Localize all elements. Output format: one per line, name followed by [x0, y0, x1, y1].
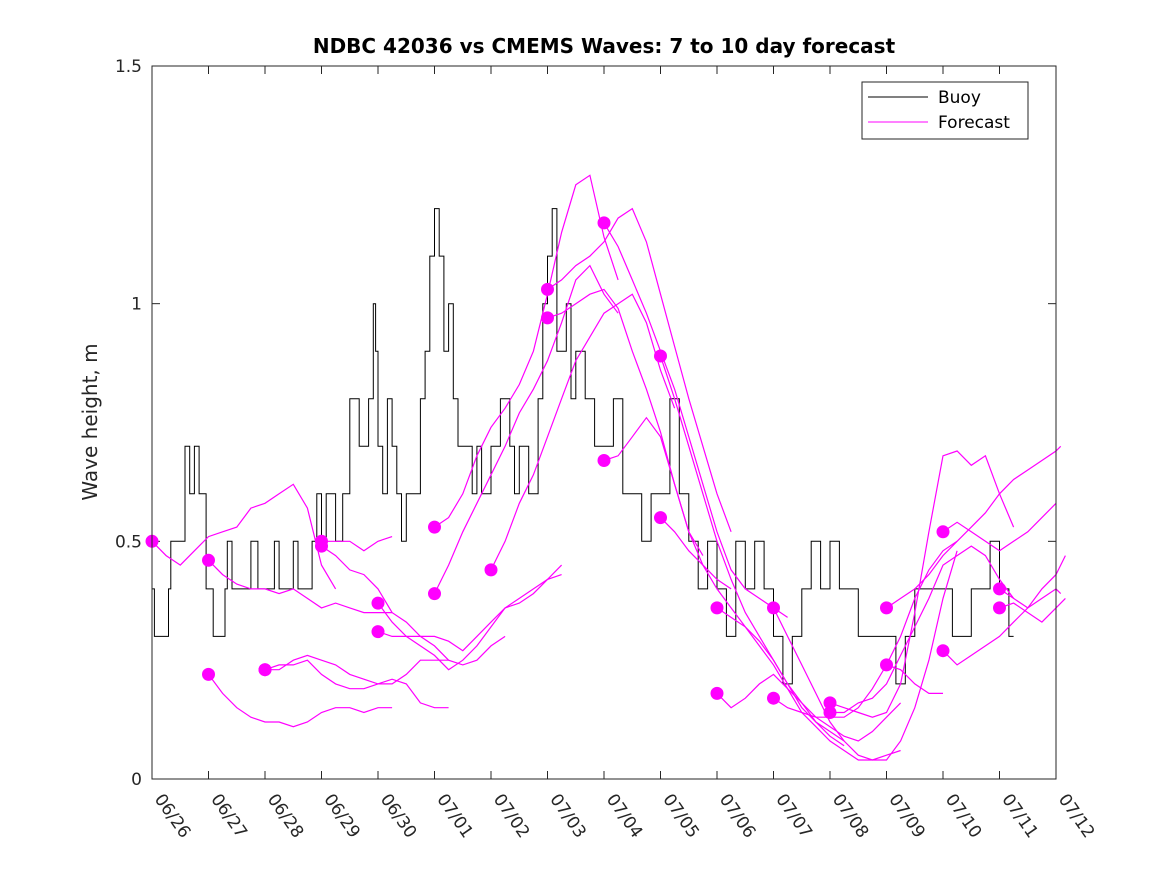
forecast-start-point: [371, 625, 385, 639]
forecast-line: [208, 559, 393, 614]
chart-title: NDBC 42036 vs CMEMS Waves: 7 to 10 day f…: [313, 34, 896, 58]
forecast-line: [773, 540, 958, 718]
forecast-line: [772, 550, 958, 761]
forecast-line: [603, 416, 704, 556]
forecast-start-point: [710, 686, 724, 700]
y-axis-label: Wave height, m: [78, 343, 102, 500]
forecast-line: [942, 555, 1066, 666]
legend: Buoy Forecast: [861, 81, 1029, 140]
forecast-start-point: [936, 644, 950, 658]
forecast-start-point: [767, 691, 780, 705]
buoy-series: [152, 208, 1014, 685]
plot-area: [152, 66, 1056, 779]
forecast-start-point: [823, 696, 837, 710]
y-tick-label: 1.5: [115, 57, 142, 77]
forecast-line: [603, 222, 788, 618]
forecast-line: [999, 588, 1062, 609]
forecast-start-point: [315, 534, 328, 548]
forecast-start-point: [484, 563, 498, 577]
forecast-start-point: [428, 587, 441, 601]
forecast-line: [264, 659, 449, 709]
forecast-start-point: [541, 311, 554, 325]
forecast-line: [434, 174, 619, 528]
forecast-start-point: [880, 601, 893, 615]
forecast-line: [886, 445, 1062, 609]
forecast-line: [490, 293, 676, 571]
forecast-line: [547, 207, 732, 533]
forecast-start-point: [597, 216, 611, 230]
forecast-line: [999, 597, 1066, 623]
forecast-start-point: [993, 582, 1006, 596]
forecast-start-point: [371, 596, 385, 610]
forecast-start-point: [202, 667, 215, 681]
forecast-line: [321, 545, 506, 666]
forecast-line: [321, 536, 393, 552]
y-tick-label: 1: [131, 295, 142, 315]
buoy-line: [152, 208, 1014, 685]
forecast-start-point: [258, 663, 272, 677]
forecast-start-point: [654, 511, 667, 525]
forecast-line: [716, 607, 901, 761]
forecast-start-point: [880, 658, 893, 672]
forecast-line: [942, 502, 1057, 552]
forecast-line: [433, 264, 619, 594]
forecast-line: [377, 574, 562, 652]
forecast-line: [886, 664, 943, 695]
forecast-start-point: [710, 601, 724, 615]
forecast-line: [151, 483, 337, 590]
plot-frame: [151, 65, 1057, 780]
forecast-line: [377, 564, 563, 671]
forecast-start-point: [936, 525, 950, 539]
forecast-start-point: [823, 706, 837, 719]
forecast-line: [829, 450, 1015, 718]
legend-buoy-label: Buoy: [938, 88, 981, 108]
forecast-start-point: [202, 553, 215, 567]
forecast-line: [716, 673, 902, 742]
forecast-start-point: [428, 520, 441, 534]
forecast-start-point: [541, 282, 554, 296]
legend-box: [861, 81, 1029, 140]
forecast-line: [208, 674, 393, 728]
forecast-start-point: [597, 454, 611, 467]
forecast-line: [830, 545, 1015, 714]
legend-forecast-label: Forecast: [938, 113, 1010, 133]
forecast-start-point: [767, 601, 780, 615]
forecast-line: [660, 517, 845, 747]
forecast-series: [145, 174, 1066, 761]
y-tick-label: 0: [131, 770, 142, 790]
forecast-line: [547, 288, 732, 590]
y-tick-label: 0.5: [115, 532, 142, 552]
forecast-start-point: [993, 601, 1006, 615]
forecast-start-point: [654, 349, 667, 363]
forecast-line: [265, 654, 449, 685]
